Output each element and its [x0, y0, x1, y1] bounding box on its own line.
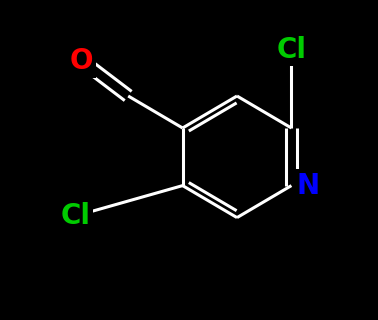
- Text: Cl: Cl: [60, 202, 90, 230]
- Text: N: N: [296, 172, 319, 200]
- Text: O: O: [70, 47, 93, 75]
- Text: Cl: Cl: [276, 36, 307, 64]
